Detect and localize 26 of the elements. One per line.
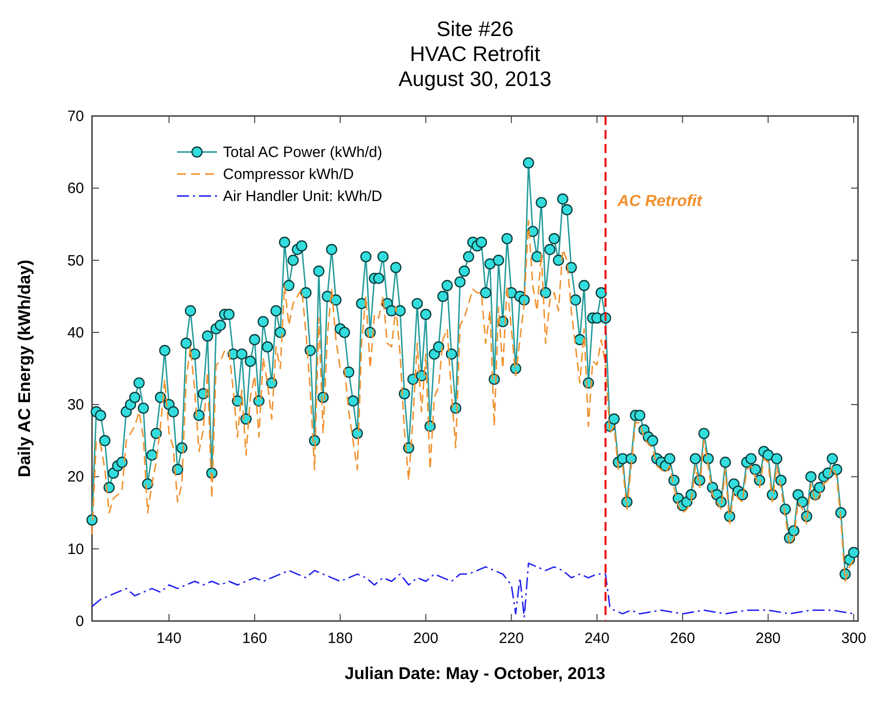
y-tick-label: 10 (67, 540, 84, 558)
line-series (91, 220, 854, 582)
y-tick-label: 0 (76, 613, 84, 630)
line-series (91, 562, 854, 618)
y-tick-label: 20 (67, 468, 84, 486)
x-tick-label: 200 (413, 630, 438, 647)
x-tick-label: 280 (756, 630, 781, 647)
y-tick-label: 40 (67, 324, 84, 342)
x-tick-label: 260 (670, 630, 696, 647)
x-tick-label: 220 (498, 630, 524, 647)
x-tick-label: 180 (328, 630, 353, 647)
x-tick-label: 300 (841, 630, 866, 647)
chart-title: Site #26 HVAC Retrofit August 30, 2013 (398, 18, 552, 91)
legend-label: Total AC Power (kWh/d) (223, 144, 382, 161)
x-tick-label: 240 (584, 630, 610, 647)
y-tick-label: 60 (67, 180, 84, 198)
y-axis-title: Daily AC Energy (kWh/day) (15, 260, 34, 478)
legend-label: Air Handler Unit: kWh/D (223, 188, 382, 205)
x-tick-label: 140 (156, 630, 182, 647)
y-tick-label: 30 (67, 396, 84, 414)
x-tick-label: 160 (242, 630, 268, 647)
ref-line-label: AC Retrofit (616, 193, 703, 210)
y-tick-label: 70 (67, 108, 84, 125)
x-axis-title: Julian Date: May - October, 2013 (344, 664, 606, 683)
legend-label: Compressor kWh/D (223, 166, 354, 183)
y-tick-label: 50 (67, 252, 84, 270)
